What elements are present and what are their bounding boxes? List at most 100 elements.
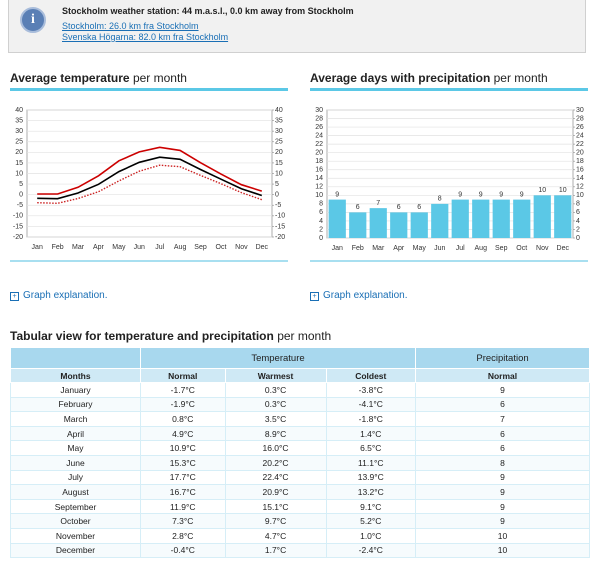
bar (349, 212, 367, 238)
table-row: December -0.4°C 1.7°C -2.4°C 10 (10, 542, 590, 559)
y-tick-label: 20 (15, 149, 23, 156)
y2-tick-label: 10 (576, 192, 584, 199)
y-tick-label: 0 (19, 192, 23, 199)
column-header: Normal (140, 368, 226, 383)
table-cell: February (10, 396, 141, 413)
bar (410, 212, 428, 238)
table-cell: 5.2°C (325, 513, 417, 529)
y2-tick-label: 26 (576, 124, 584, 131)
table-title: Tabular view for temperature and precipi… (10, 329, 331, 343)
station-link[interactable]: Stockholm: 26.0 km fra Stockholm (62, 21, 199, 31)
link-text[interactable]: Graph explanation. (23, 290, 108, 301)
table-cell: 2.8°C (140, 527, 226, 544)
x-tick-label: May (413, 245, 427, 252)
table-cell: October (10, 513, 141, 529)
table-cell: August (10, 484, 141, 500)
link-text[interactable]: Graph explanation. (323, 290, 408, 301)
y-tick-label: 30 (15, 128, 23, 135)
value-label: 8 (438, 196, 442, 203)
table-cell: 6 (415, 396, 590, 413)
y2-tick-label: -10 (275, 213, 285, 220)
x-tick-label: Dec (557, 245, 570, 252)
table-cell: 16.7°C (140, 484, 226, 500)
table-cell: 10.9°C (140, 440, 226, 456)
y-tick-label: 10 (15, 170, 23, 177)
table-cell: 20.2°C (224, 454, 327, 471)
table-cell: 9 (415, 469, 590, 486)
station-link[interactable]: Svenska Högarna: 82.0 km fra Stockholm (62, 32, 229, 42)
y2-tick-label: 28 (576, 115, 584, 122)
table-cell: November (10, 527, 141, 544)
x-tick-label: Dec (256, 244, 269, 251)
table-cell: 11.1°C (325, 454, 417, 471)
y2-tick-label: -15 (275, 223, 285, 230)
y2-tick-label: -5 (275, 202, 281, 209)
table-row: November 2.8°C 4.7°C 1.0°C 10 (10, 527, 590, 544)
table-row: February -1.9°C 0.3°C -4.1°C 6 (10, 396, 590, 413)
table-cell: 1.7°C (224, 542, 327, 559)
y-tick-label: 16 (315, 167, 323, 174)
y-tick-label: 24 (315, 132, 323, 139)
table-cell: 0.8°C (140, 411, 226, 427)
table-cell: 9.1°C (325, 498, 417, 515)
table-cell: 9.7°C (224, 513, 327, 529)
group-header: Temperature (140, 347, 416, 369)
value-label: 9 (520, 191, 524, 198)
table-cell: 13.2°C (325, 484, 417, 500)
x-tick-label: Mar (72, 244, 85, 251)
x-tick-label: Jan (332, 245, 343, 252)
y2-tick-label: 10 (275, 170, 283, 177)
title-suffix: per month (493, 71, 548, 85)
title-main: Average days with precipitation (310, 71, 491, 85)
rule (10, 260, 288, 262)
graph-explanation[interactable]: + Graph explanation. (10, 290, 108, 301)
y-tick-label: 6 (319, 209, 323, 216)
x-tick-label: Apr (393, 245, 405, 252)
table-cell: 4.9°C (140, 425, 226, 442)
bar (451, 199, 469, 238)
y-tick-label: 40 (15, 107, 23, 114)
y2-tick-label: 8 (576, 201, 580, 208)
bar (431, 203, 449, 238)
table-cell: 20.9°C (224, 484, 327, 500)
value-label: 9 (479, 191, 483, 198)
table-row: August 16.7°C 20.9°C 13.2°C 9 (10, 484, 590, 500)
y-tick-label: 8 (319, 201, 323, 208)
table-row: October 7.3°C 9.7°C 5.2°C 9 (10, 513, 590, 529)
y2-tick-label: 22 (576, 141, 584, 148)
graph-explanation[interactable]: + Graph explanation. (310, 290, 408, 301)
chart-title: Average temperature per month (10, 71, 187, 85)
table-cell: -1.9°C (140, 396, 226, 413)
y2-tick-label: 4 (576, 218, 580, 225)
table-cell: 6 (415, 425, 590, 442)
table-row: January -1.7°C 0.3°C -3.8°C 9 (10, 382, 590, 398)
table-cell: March (10, 411, 141, 427)
table-cell: 3.5°C (224, 411, 327, 427)
table-row: May 10.9°C 16.0°C 6.5°C 6 (10, 440, 590, 456)
line-series (37, 164, 263, 205)
value-label: 7 (376, 200, 380, 207)
bar (513, 199, 531, 238)
table-cell: 16.0°C (224, 440, 327, 456)
title-suffix: per month (277, 329, 332, 343)
table-cell: 6 (415, 440, 590, 456)
y-tick-label: -5 (17, 202, 23, 209)
y2-tick-label: 14 (576, 175, 584, 182)
bar (492, 199, 510, 238)
y2-tick-label: 0 (576, 235, 580, 242)
y-tick-label: 4 (319, 218, 323, 225)
title-suffix: per month (132, 71, 187, 85)
bar (328, 199, 346, 238)
info-icon: i (20, 7, 46, 33)
chart-title: Average days with precipitation per mont… (310, 71, 548, 85)
y-tick-label: 20 (315, 150, 323, 157)
column-header: Coldest (325, 368, 417, 383)
y2-tick-label: 5 (275, 181, 279, 188)
x-tick-label: Nov (235, 244, 248, 251)
table-cell: 0.3°C (224, 382, 327, 398)
y-tick-label: 30 (315, 107, 323, 114)
x-tick-label: Apr (93, 244, 105, 251)
rule (10, 88, 288, 91)
y2-tick-label: 20 (275, 149, 283, 156)
y-tick-label: -10 (13, 213, 23, 220)
